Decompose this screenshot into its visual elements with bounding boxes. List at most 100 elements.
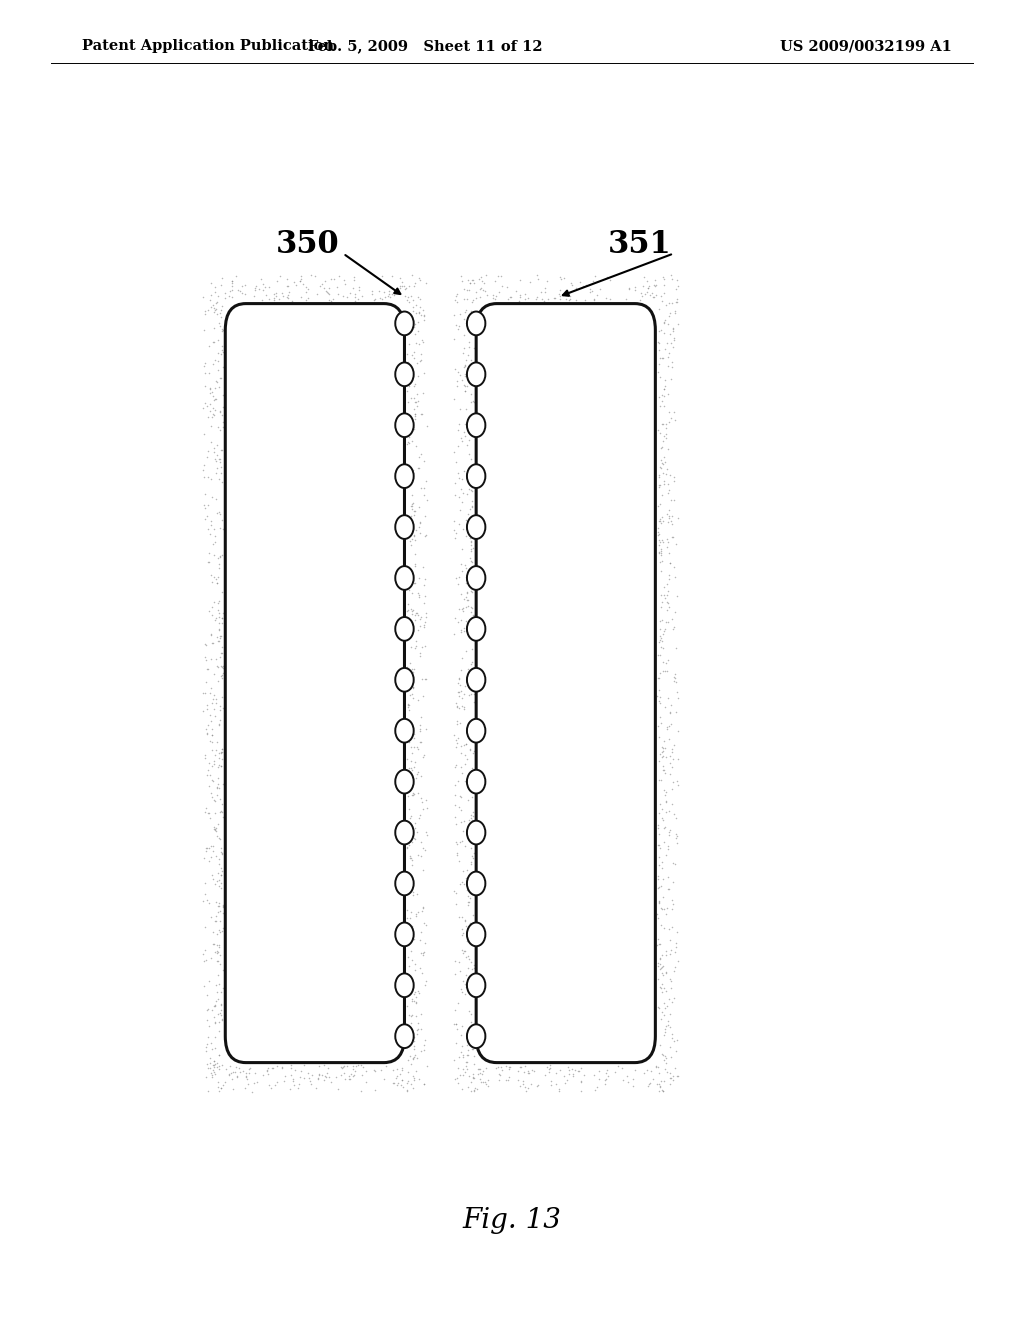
- Point: [484, 285, 501, 306]
- Point: [400, 1071, 417, 1092]
- Point: [259, 1061, 275, 1082]
- Point: [213, 878, 229, 899]
- Point: [656, 998, 673, 1019]
- Point: [479, 284, 496, 305]
- Point: [269, 271, 286, 292]
- Point: [463, 1003, 479, 1024]
- Point: [637, 284, 653, 305]
- Point: [407, 500, 423, 521]
- Point: [653, 747, 670, 768]
- Point: [255, 280, 271, 301]
- Point: [326, 269, 342, 290]
- Point: [650, 869, 667, 890]
- Point: [301, 1067, 317, 1088]
- Point: [217, 1072, 233, 1093]
- Point: [458, 1055, 474, 1076]
- Point: [452, 675, 468, 696]
- Point: [572, 271, 589, 292]
- Point: [209, 924, 225, 945]
- Point: [465, 458, 481, 479]
- Point: [460, 561, 476, 582]
- Point: [649, 904, 666, 925]
- Point: [655, 474, 672, 495]
- Point: [406, 723, 422, 744]
- Point: [658, 653, 675, 675]
- Point: [204, 272, 220, 293]
- Point: [389, 1073, 406, 1094]
- Point: [567, 277, 584, 298]
- Point: [466, 1045, 482, 1067]
- Point: [210, 862, 226, 883]
- Point: [463, 804, 479, 825]
- Point: [402, 758, 419, 779]
- Point: [210, 774, 226, 795]
- Point: [466, 684, 482, 705]
- Point: [447, 484, 464, 506]
- Point: [449, 842, 465, 863]
- Point: [403, 1012, 420, 1034]
- Point: [463, 851, 479, 873]
- Point: [459, 1059, 475, 1080]
- Point: [465, 1064, 481, 1085]
- Point: [659, 581, 676, 602]
- Point: [416, 450, 432, 471]
- Point: [451, 950, 467, 972]
- Point: [214, 268, 230, 289]
- Point: [529, 264, 546, 285]
- Point: [398, 343, 415, 364]
- Point: [206, 545, 222, 566]
- Point: [206, 684, 222, 705]
- Point: [455, 821, 471, 842]
- Point: [466, 677, 482, 698]
- Point: [487, 288, 504, 309]
- Point: [406, 342, 422, 363]
- Point: [209, 776, 225, 797]
- Point: [450, 682, 466, 704]
- Point: [472, 286, 488, 308]
- Point: [207, 610, 223, 631]
- Point: [464, 471, 480, 492]
- Point: [293, 1061, 309, 1082]
- Point: [209, 942, 225, 964]
- Point: [410, 738, 426, 759]
- Point: [203, 1057, 219, 1078]
- Point: [401, 685, 418, 706]
- Point: [457, 1061, 473, 1082]
- Point: [207, 995, 223, 1016]
- Point: [210, 360, 226, 381]
- Point: [205, 921, 221, 942]
- Point: [669, 585, 685, 606]
- Point: [206, 751, 222, 772]
- Point: [212, 315, 228, 337]
- Point: [657, 413, 674, 434]
- Point: [464, 292, 480, 313]
- Point: [399, 392, 416, 413]
- Point: [264, 1057, 281, 1078]
- Point: [510, 1060, 526, 1081]
- Point: [463, 1080, 479, 1101]
- Point: [282, 1078, 298, 1100]
- Point: [263, 1077, 280, 1098]
- Point: [198, 362, 214, 383]
- Point: [650, 969, 667, 990]
- Point: [646, 275, 663, 296]
- Point: [655, 446, 672, 467]
- Point: [329, 277, 345, 298]
- Point: [476, 281, 493, 302]
- Point: [197, 495, 213, 516]
- Point: [456, 288, 472, 309]
- Point: [559, 282, 575, 304]
- Point: [205, 533, 221, 554]
- Point: [456, 422, 472, 444]
- Point: [489, 1056, 506, 1077]
- Point: [589, 1077, 605, 1098]
- Point: [462, 520, 478, 541]
- Point: [387, 1068, 403, 1089]
- Point: [200, 659, 216, 680]
- Point: [463, 461, 479, 482]
- Point: [555, 267, 571, 288]
- Point: [204, 948, 220, 969]
- Point: [353, 285, 370, 306]
- Point: [401, 1005, 418, 1026]
- Point: [575, 275, 592, 296]
